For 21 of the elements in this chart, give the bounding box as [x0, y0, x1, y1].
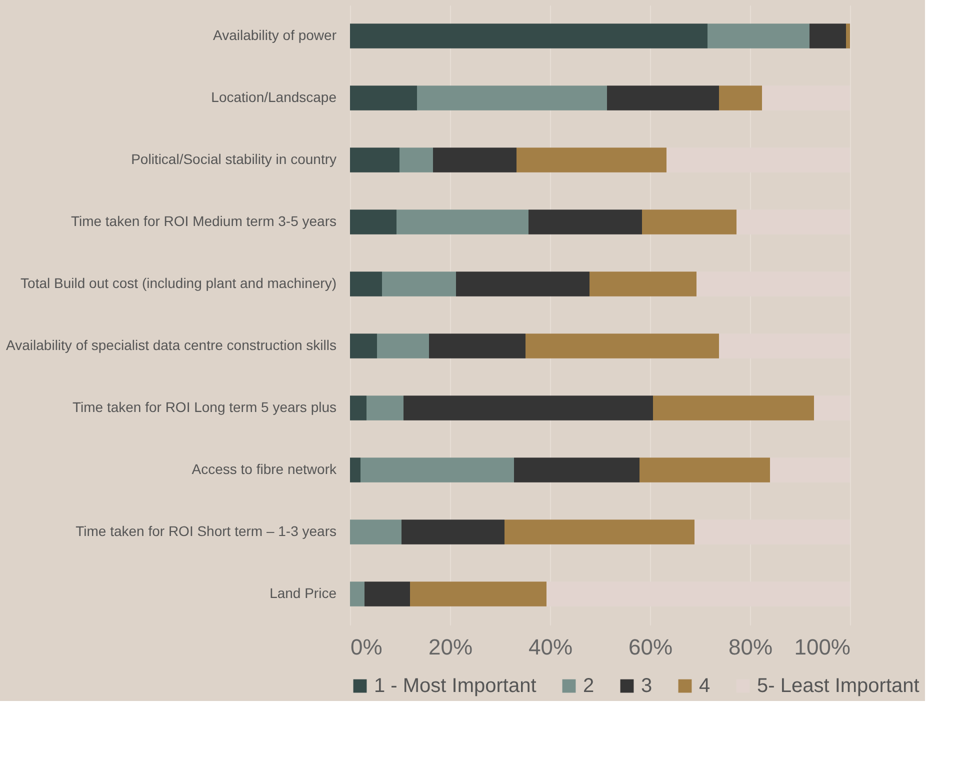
x-tick-label: 100%: [794, 634, 850, 660]
x-tick-label: 40%: [528, 634, 573, 660]
y-tick-label: Time taken for ROI Medium term 3-5 years: [70, 213, 336, 229]
y-tick-label: Time taken for ROI Long term 5 years plus: [72, 399, 336, 415]
y-tick-label: Availability of power: [213, 27, 337, 43]
legend-label: 1 - Most Important: [374, 675, 537, 697]
x-tick-label: 20%: [428, 634, 473, 660]
y-tick-label: Political/Social stability in country: [131, 151, 336, 167]
y-tick-label: Availability of specialist data centre construction skills: [6, 337, 336, 353]
y-tick-label: Land Price: [270, 585, 337, 601]
y-tick-label: Total Build out cost (including plant and machinery): [20, 275, 336, 291]
legend-label: 5- Least Important: [757, 675, 920, 697]
legend-label: 4: [699, 675, 710, 697]
x-tick-label: 80%: [728, 634, 773, 660]
y-tick-label: Access to fibre network: [192, 461, 338, 477]
y-tick-label: Location/Landscape: [211, 89, 337, 105]
x-tick-label: 60%: [628, 634, 673, 660]
legend-label: 3: [641, 675, 652, 697]
legend-label: 2: [583, 675, 594, 697]
y-tick-label: Time taken for ROI Short term – 1-3 years: [76, 523, 336, 539]
x-tick-label: 0%: [350, 634, 382, 660]
